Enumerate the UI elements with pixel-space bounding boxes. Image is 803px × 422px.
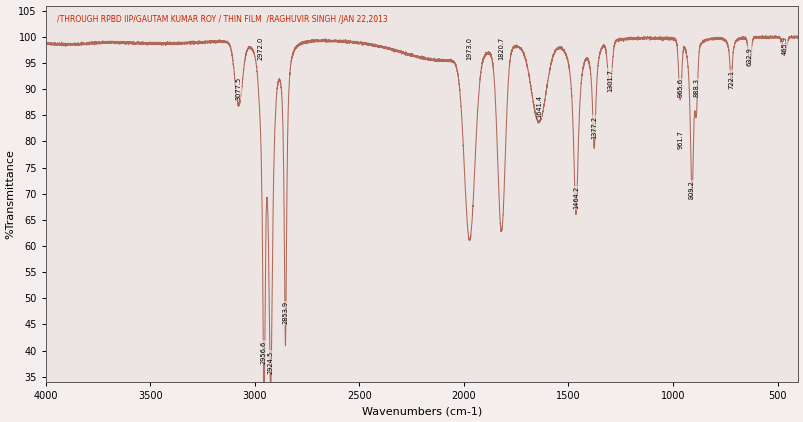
Text: 2972.0: 2972.0	[258, 37, 263, 60]
Text: 1641.4: 1641.4	[536, 95, 541, 118]
Text: 632.9: 632.9	[746, 47, 752, 66]
Text: 1301.7: 1301.7	[606, 69, 612, 92]
Text: 888.3: 888.3	[692, 78, 699, 97]
X-axis label: Wavenumbers (cm-1): Wavenumbers (cm-1)	[361, 406, 482, 417]
Text: 3077.5: 3077.5	[235, 76, 242, 100]
Text: 909.2: 909.2	[688, 180, 694, 199]
Text: 1377.2: 1377.2	[590, 116, 597, 139]
Text: 1973.0: 1973.0	[466, 38, 472, 60]
Text: 1820.7: 1820.7	[498, 37, 503, 60]
Text: 961.7: 961.7	[677, 130, 683, 149]
Text: 722.1: 722.1	[728, 70, 733, 89]
Text: 965.6: 965.6	[676, 78, 683, 97]
Text: 2853.9: 2853.9	[282, 301, 288, 325]
Text: 465.9: 465.9	[781, 36, 787, 55]
Text: 2956.6: 2956.6	[261, 340, 267, 364]
Y-axis label: %Transmittance: %Transmittance	[6, 149, 15, 239]
Text: 2924.5: 2924.5	[267, 351, 273, 374]
Text: /THROUGH RPBD IIP/GAUTAM KUMAR ROY / THIN FILM  /RAGHUVIR SINGH /JAN 22,2013: /THROUGH RPBD IIP/GAUTAM KUMAR ROY / THI…	[57, 15, 387, 24]
Text: 1464.2: 1464.2	[573, 186, 578, 209]
